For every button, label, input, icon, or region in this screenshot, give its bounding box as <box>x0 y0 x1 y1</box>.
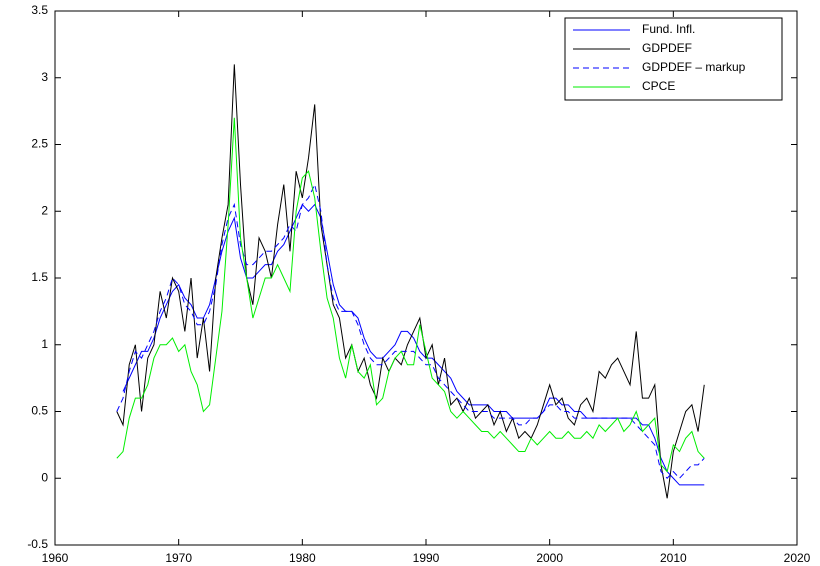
x-tick-label: 2000 <box>536 551 563 565</box>
y-tick-label: 1.5 <box>31 270 48 284</box>
y-tick-label: 0 <box>41 470 48 484</box>
legend-box <box>564 17 783 101</box>
x-tick-label: 1990 <box>413 551 440 565</box>
y-tick-label: -0.5 <box>27 537 48 551</box>
legend-label: GDPDEF – markup <box>642 60 746 74</box>
x-tick-label: 1980 <box>289 551 316 565</box>
y-tick-label: 1 <box>41 337 48 351</box>
series-line <box>116 117 705 473</box>
axes-box <box>54 10 798 546</box>
y-tick-label: 2.5 <box>31 137 48 151</box>
y-tick-label: 2 <box>41 203 48 217</box>
series-line <box>116 64 705 499</box>
legend-label: CPCE <box>642 79 675 93</box>
y-tick-label: 3 <box>41 70 48 84</box>
x-tick-label: 1970 <box>165 551 192 565</box>
x-tick-label: 2010 <box>660 551 687 565</box>
legend-label: GDPDEF <box>642 41 692 55</box>
y-tick-label: 0.5 <box>31 404 48 418</box>
legend-label: Fund. Infl. <box>642 22 695 36</box>
x-tick-label: 1960 <box>42 551 69 565</box>
x-tick-label: 2020 <box>784 551 811 565</box>
y-tick-label: 3.5 <box>31 3 48 17</box>
series-line <box>116 183 705 479</box>
